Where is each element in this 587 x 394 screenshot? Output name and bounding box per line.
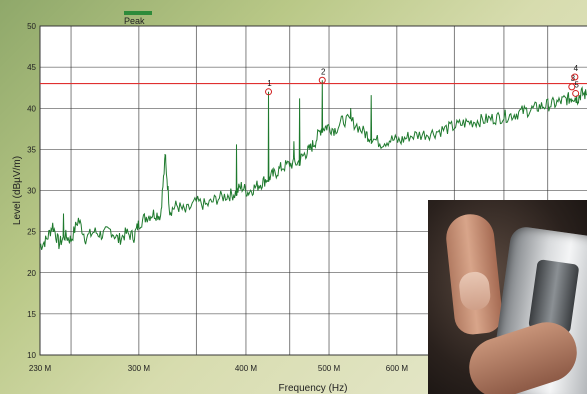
peak-marker-label: 4 (574, 64, 579, 73)
legend-swatch-peak (124, 11, 152, 15)
peak-marker-label: 3 (571, 74, 576, 83)
series-peak (39, 80, 587, 250)
y-tick-label: 40 (27, 104, 36, 113)
y-axis-label: Level (dBµV/m) (12, 156, 23, 225)
peak-marker-label: 5 (574, 80, 579, 89)
legend-label-peak: Peak (124, 16, 145, 26)
device-photo: AHB (428, 200, 587, 394)
fingernail (457, 270, 492, 312)
legend: Peak (124, 11, 152, 26)
peak-marker-label: 1 (267, 79, 272, 88)
x-axis-label: Frequency (Hz) (279, 383, 348, 394)
y-tick-label: 45 (27, 63, 36, 72)
y-tick-label: 30 (27, 187, 36, 196)
peak-markers: 1 2 34 5 (265, 64, 580, 97)
peak-marker (265, 88, 273, 96)
y-tick-label: 10 (27, 351, 36, 360)
x-tick-label: 600 M (386, 364, 409, 373)
x-tick-label: 400 M (235, 364, 258, 373)
y-axis: 10 15 20 25 30 35 40 45 50 (27, 22, 36, 360)
y-tick-label: 15 (27, 310, 36, 319)
x-tick-label: 500 M (318, 364, 341, 373)
y-tick-label: 50 (27, 22, 36, 31)
y-tick-label: 20 (27, 269, 36, 278)
y-tick-label: 25 (27, 228, 36, 237)
x-tick-label: 300 M (128, 364, 151, 373)
peak-marker (318, 76, 326, 84)
peak-marker (572, 89, 580, 97)
x-axis: 230 M 300 M 400 M 500 M 600 M (29, 364, 408, 373)
peak-marker (571, 73, 579, 81)
peak-marker (568, 83, 576, 91)
x-tick-label: 230 M (29, 364, 52, 373)
series-peak-line (39, 80, 587, 250)
y-tick-label: 35 (27, 145, 36, 154)
peak-marker-label: 2 (321, 67, 326, 76)
finger (443, 211, 505, 337)
